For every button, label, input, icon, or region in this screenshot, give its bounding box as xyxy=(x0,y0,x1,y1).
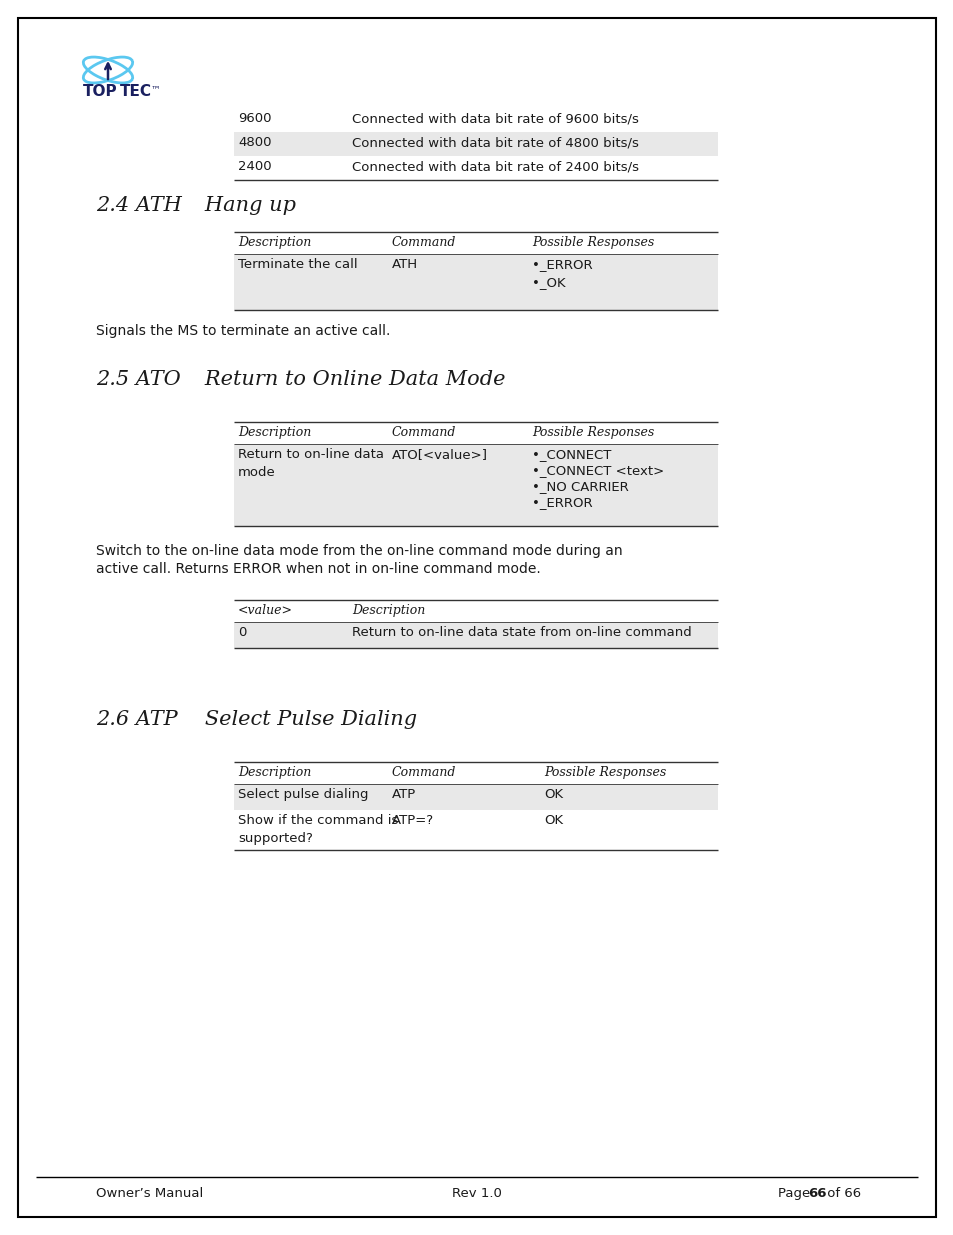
Text: Description: Description xyxy=(352,604,425,618)
Text: Return to on-line data: Return to on-line data xyxy=(237,448,384,461)
Text: Description: Description xyxy=(237,236,311,249)
Text: Connected with data bit rate of 2400 bits/s: Connected with data bit rate of 2400 bit… xyxy=(352,161,639,173)
Text: Connected with data bit rate of 4800 bits/s: Connected with data bit rate of 4800 bit… xyxy=(352,136,639,149)
Text: OK: OK xyxy=(543,788,562,802)
Text: Switch to the on-line data mode from the on-line command mode during an: Switch to the on-line data mode from the… xyxy=(96,543,622,558)
Text: OK: OK xyxy=(543,814,562,827)
Text: of 66: of 66 xyxy=(822,1187,861,1200)
Text: <value>: <value> xyxy=(237,604,293,618)
Text: 2.6 ATP: 2.6 ATP xyxy=(96,710,177,729)
Text: •_OK: •_OK xyxy=(532,275,565,289)
Text: 0: 0 xyxy=(237,626,246,638)
Text: 2.4 ATH: 2.4 ATH xyxy=(96,196,182,215)
Text: Signals the MS to terminate an active call.: Signals the MS to terminate an active ca… xyxy=(96,324,390,338)
Text: •_ERROR: •_ERROR xyxy=(532,258,592,270)
Text: Possible Responses: Possible Responses xyxy=(532,426,654,438)
Text: •_CONNECT: •_CONNECT xyxy=(532,448,611,461)
Text: supported?: supported? xyxy=(237,832,313,845)
Text: •_CONNECT <text>: •_CONNECT <text> xyxy=(532,464,663,477)
Text: Connected with data bit rate of 9600 bits/s: Connected with data bit rate of 9600 bit… xyxy=(352,112,639,125)
Text: ATH: ATH xyxy=(392,258,417,270)
Text: Command: Command xyxy=(392,426,456,438)
Text: mode: mode xyxy=(237,466,275,479)
Text: Return to Online Data Mode: Return to Online Data Mode xyxy=(185,370,505,389)
Text: Rev 1.0: Rev 1.0 xyxy=(452,1187,501,1200)
Text: Select pulse dialing: Select pulse dialing xyxy=(237,788,368,802)
Text: Possible Responses: Possible Responses xyxy=(543,766,665,779)
Text: ATO[<value>]: ATO[<value>] xyxy=(392,448,488,461)
Text: 2.5 ATO: 2.5 ATO xyxy=(96,370,180,389)
Text: •_NO CARRIER: •_NO CARRIER xyxy=(532,480,628,493)
Text: Command: Command xyxy=(392,236,456,249)
Bar xyxy=(233,132,718,156)
Text: Show if the command is: Show if the command is xyxy=(237,814,398,827)
Text: Owner’s Manual: Owner’s Manual xyxy=(96,1187,203,1200)
Text: active call. Returns ERROR when not in on-line command mode.: active call. Returns ERROR when not in o… xyxy=(96,562,540,576)
Text: Page: Page xyxy=(778,1187,814,1200)
Text: Select Pulse Dialing: Select Pulse Dialing xyxy=(185,710,416,729)
Text: 2400: 2400 xyxy=(237,161,272,173)
Text: Description: Description xyxy=(237,766,311,779)
Text: Command: Command xyxy=(392,766,456,779)
Text: Hang up: Hang up xyxy=(185,196,295,215)
Text: •_ERROR: •_ERROR xyxy=(532,496,592,509)
Bar xyxy=(233,622,718,648)
Text: TEC: TEC xyxy=(120,84,152,99)
Text: Description: Description xyxy=(237,426,311,438)
Text: ATP=?: ATP=? xyxy=(392,814,434,827)
Text: Return to on-line data state from on-line command: Return to on-line data state from on-lin… xyxy=(352,626,691,638)
Text: 4800: 4800 xyxy=(237,136,272,149)
Text: ™: ™ xyxy=(151,84,161,94)
Bar xyxy=(233,254,718,310)
Bar xyxy=(233,784,718,810)
Text: 9600: 9600 xyxy=(237,112,272,125)
Bar xyxy=(233,445,718,526)
Text: Terminate the call: Terminate the call xyxy=(237,258,357,270)
Text: ATP: ATP xyxy=(392,788,416,802)
Text: TOP: TOP xyxy=(83,84,117,99)
Text: 66: 66 xyxy=(807,1187,825,1200)
Text: Possible Responses: Possible Responses xyxy=(532,236,654,249)
